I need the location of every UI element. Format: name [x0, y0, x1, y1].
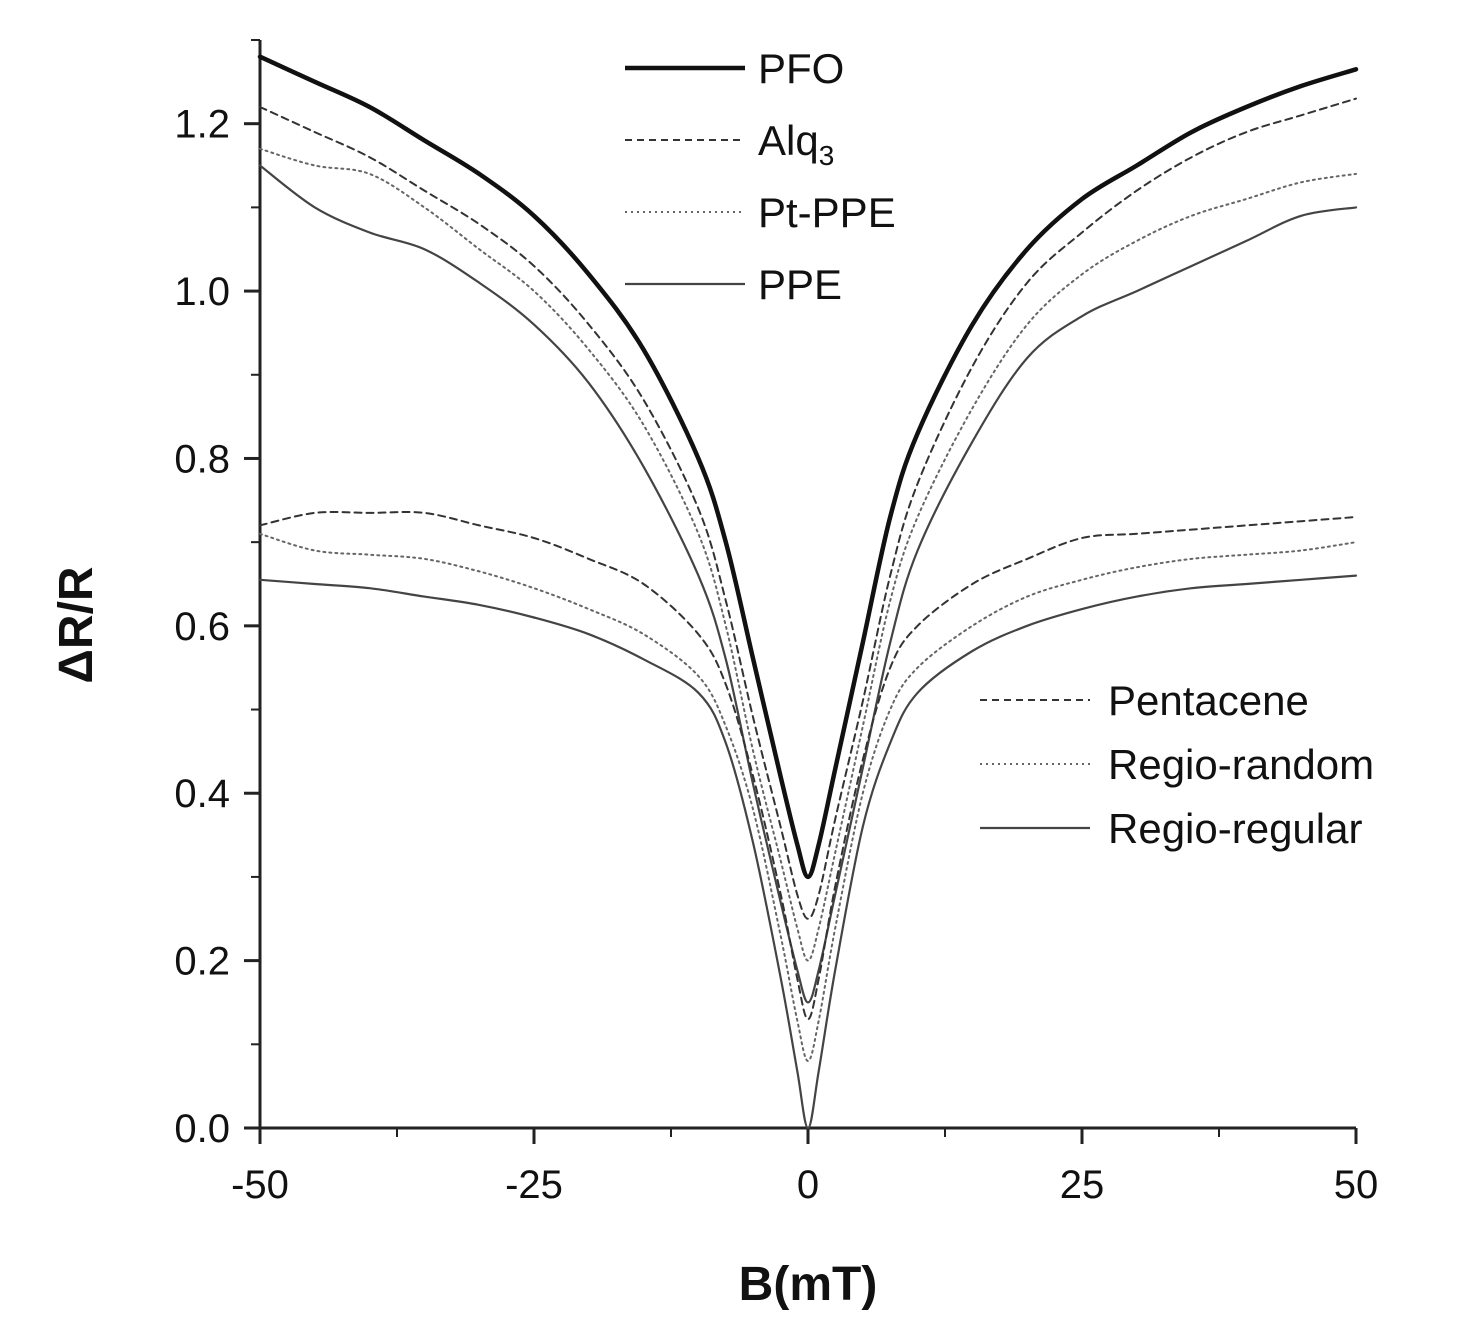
- y-tick-label: 0.2: [174, 940, 230, 984]
- legend-subscript-alq: 3: [819, 140, 835, 171]
- x-tick-label: 50: [1334, 1163, 1379, 1207]
- series-line-regio-random: [259, 532, 1357, 1062]
- series-line-pfo: [257, 54, 1359, 880]
- x-axis-title: B(mT): [739, 1258, 878, 1311]
- x-tick-label: -25: [505, 1163, 563, 1207]
- legend-label-regio-regular: Regio-regular: [1108, 805, 1362, 852]
- series-line-pentacene: [259, 510, 1357, 1021]
- y-axis-title: ΔR/R: [50, 566, 103, 683]
- series-line-alq: [259, 97, 1357, 920]
- y-tick-label: 1.2: [174, 103, 230, 147]
- series-line-pt-ppe: [259, 147, 1357, 962]
- y-tick-label: 1.0: [174, 270, 230, 314]
- x-tick-label: 25: [1060, 1163, 1105, 1207]
- legend-label-ppe: PPE: [758, 261, 842, 308]
- y-tick-label: 0.8: [174, 437, 230, 481]
- series-line-ppe: [258, 164, 1358, 1004]
- legend-label-pfo: PFO: [758, 45, 844, 92]
- series-line-regio-regular: [258, 574, 1358, 1130]
- y-tick-label: 0.4: [174, 772, 230, 816]
- legend: PFO Alq3 Pt-PPE PPE Pentacene Regio-random Reg…: [625, 45, 1374, 852]
- x-tick-label: -50: [231, 1163, 289, 1207]
- x-tick-label: 0: [797, 1163, 819, 1207]
- axes: -50 -25 0 25 50 0.0 0.2 0.4 0.6 0.8 1.0 1.2: [174, 39, 1379, 1207]
- y-tick-label: 0.6: [174, 605, 230, 649]
- series-lines: [257, 54, 1359, 1130]
- y-tick-label: 0.0: [174, 1107, 230, 1151]
- legend-label-pentacene: Pentacene: [1108, 677, 1309, 724]
- legend-label-pt-ppe: Pt-PPE: [758, 189, 896, 236]
- legend-label-alq: Alq3: [758, 117, 834, 171]
- legend-label-regio-random: Regio-random: [1108, 741, 1374, 788]
